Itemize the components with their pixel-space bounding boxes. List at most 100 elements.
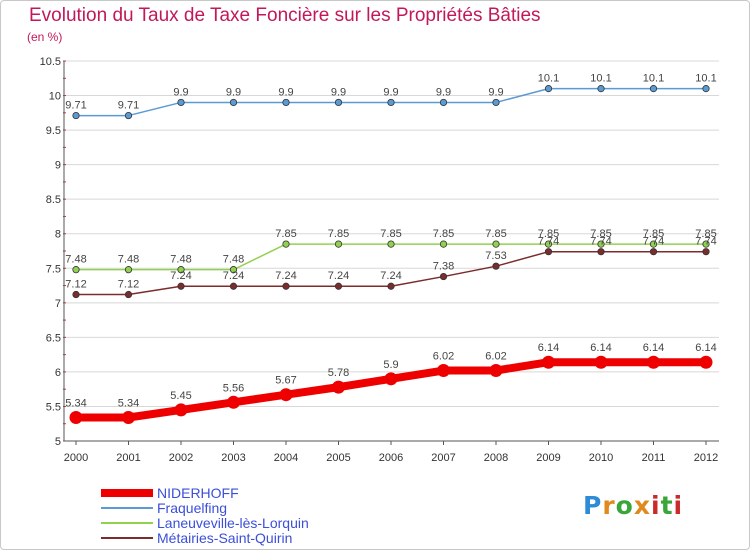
data-point (544, 248, 553, 256)
data-point (439, 98, 448, 107)
data-label: 9.9 (436, 86, 451, 98)
data-point (279, 388, 293, 402)
data-point (124, 266, 133, 274)
data-point (439, 240, 448, 248)
y-tick-label: 9.5 (46, 125, 61, 137)
x-tick-label: 2010 (589, 452, 613, 464)
x-tick-label: 2009 (536, 452, 560, 464)
data-label: 6.14 (538, 342, 559, 354)
data-point (124, 290, 133, 299)
data-label: 9.71 (118, 100, 139, 112)
y-tick-label: 6 (55, 367, 61, 379)
data-label: 9.9 (488, 86, 503, 98)
data-label: 5.78 (328, 367, 349, 379)
data-label: 7.85 (538, 228, 559, 240)
data-point (489, 364, 503, 378)
x-tick-label: 2003 (221, 452, 245, 464)
data-label: 7.85 (590, 228, 611, 240)
data-point (332, 380, 345, 394)
data-label: 5.34 (65, 398, 86, 410)
data-point (647, 355, 660, 369)
data-point (72, 290, 80, 299)
data-label: 6.14 (590, 342, 611, 354)
data-point (437, 364, 450, 378)
data-label: 7.38 (433, 261, 454, 273)
x-tick-label: 2012 (694, 452, 718, 464)
data-point (439, 272, 448, 281)
data-label: 6.02 (485, 351, 506, 363)
data-point (387, 98, 395, 107)
data-label: 7.24 (170, 270, 191, 282)
data-label: 9.71 (65, 100, 86, 112)
data-point (492, 240, 500, 248)
series-lines (69, 85, 713, 425)
data-point (492, 262, 500, 270)
data-point (384, 372, 398, 386)
data-label: 7.74 (590, 236, 611, 248)
legend-label: Métairies-Saint-Quirin (157, 530, 293, 546)
legend-item: Métairies-Saint-Quirin (101, 530, 421, 546)
legend-label: NIDERHOFF (157, 485, 239, 501)
data-label: 9.9 (226, 86, 241, 98)
data-label: 10.1 (643, 73, 664, 85)
data-point (597, 240, 605, 248)
data-point (544, 85, 553, 93)
data-label: 7.85 (433, 228, 454, 240)
x-tick-label: 2006 (379, 452, 403, 464)
data-label: 7.85 (485, 228, 506, 240)
data-label: 7.85 (275, 228, 296, 240)
data-point (229, 98, 238, 107)
legend-item: Fraquelfing (101, 500, 421, 516)
y-tick-label: 10 (49, 91, 61, 103)
data-label: 7.85 (695, 228, 716, 240)
data-label: 7.24 (223, 270, 244, 282)
data-label: 5.9 (383, 359, 398, 371)
data-label: 7.48 (65, 254, 86, 266)
data-point (282, 98, 290, 107)
data-label: 7.85 (380, 228, 401, 240)
data-point (177, 98, 185, 107)
data-label: 7.12 (118, 279, 139, 291)
y-tick-label: 5 (55, 436, 61, 448)
data-point (597, 85, 605, 93)
y-tick-label: 8.5 (46, 194, 61, 206)
data-label: 9.9 (331, 86, 346, 98)
data-label: 9.9 (383, 86, 398, 98)
data-label: 5.45 (170, 390, 191, 402)
y-tick-label: 9 (55, 160, 61, 172)
data-point (174, 403, 188, 417)
data-point (334, 98, 343, 107)
data-point (72, 111, 80, 120)
data-point (177, 266, 185, 274)
legend-item: NIDERHOFF (101, 485, 421, 501)
legend-swatch (101, 522, 153, 524)
x-tick-label: 2001 (116, 452, 140, 464)
data-label: 7.74 (538, 236, 559, 248)
data-label: 7.12 (65, 279, 86, 291)
data-label: 6.02 (433, 351, 454, 363)
x-tick-label: 2005 (326, 452, 350, 464)
data-point (282, 240, 290, 248)
data-label: 7.53 (485, 250, 506, 262)
data-point (492, 98, 500, 107)
y-tick-label: 10.5 (40, 56, 61, 68)
data-point (122, 411, 135, 425)
data-label: 7.85 (643, 228, 664, 240)
data-point (594, 355, 608, 369)
data-label: 7.74 (695, 236, 716, 248)
data-label: 10.1 (590, 73, 611, 85)
data-point (229, 282, 238, 290)
data-point (387, 282, 395, 290)
data-label: 7.48 (170, 254, 191, 266)
data-label: 7.24 (380, 270, 401, 282)
chart-subtitle: (en %) (27, 30, 63, 44)
data-point (229, 266, 238, 274)
data-point (702, 248, 710, 256)
legend-swatch (101, 507, 153, 509)
data-point (69, 411, 83, 425)
data-point (72, 266, 80, 274)
data-label: 10.1 (538, 73, 559, 85)
legend-swatch (101, 489, 153, 497)
data-label: 9.9 (173, 86, 188, 98)
